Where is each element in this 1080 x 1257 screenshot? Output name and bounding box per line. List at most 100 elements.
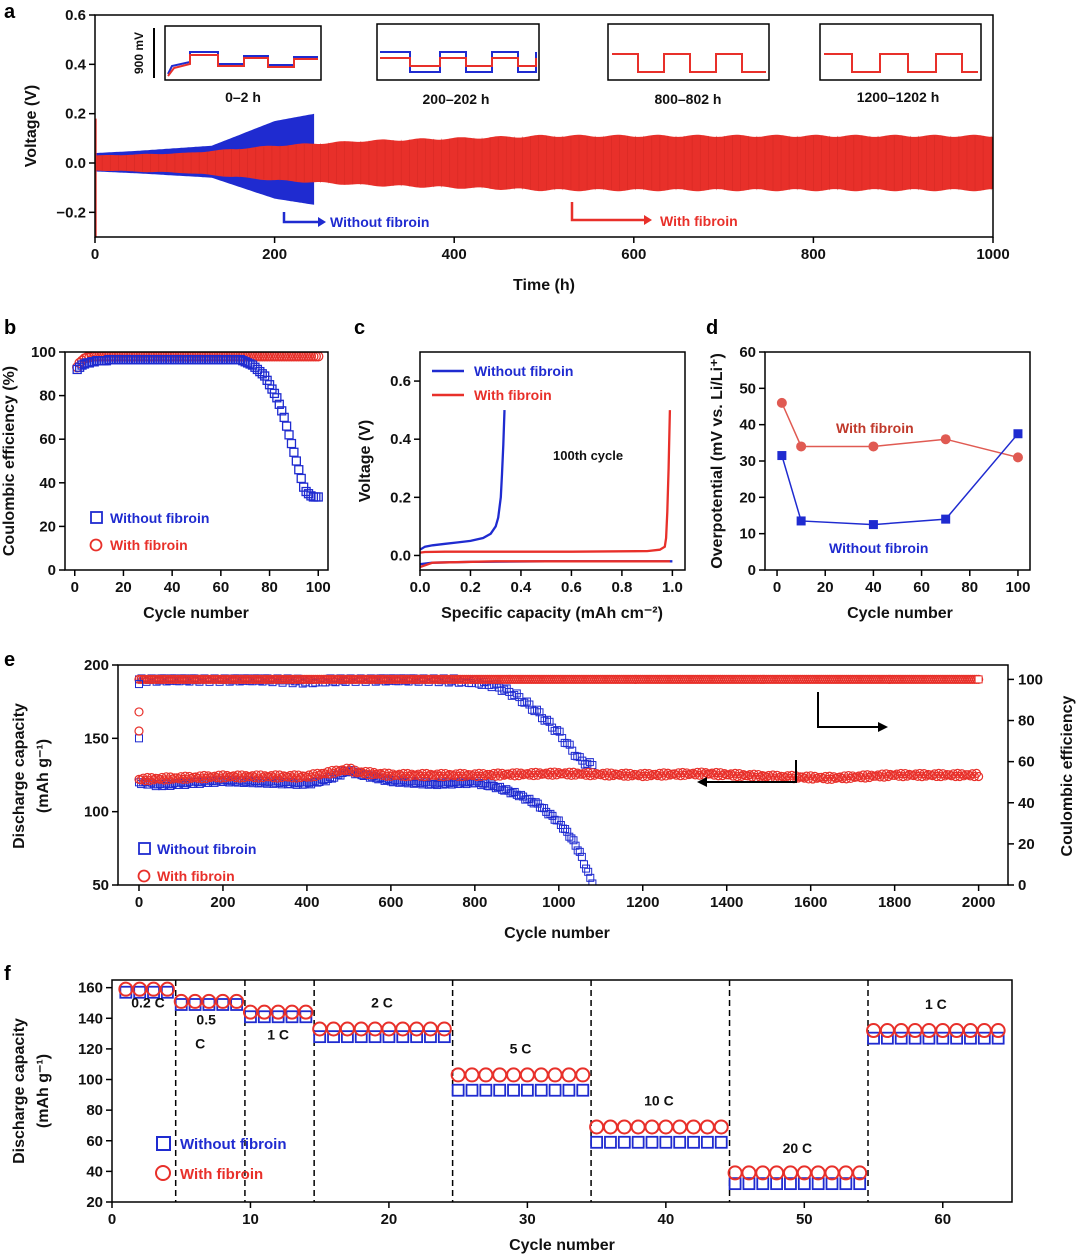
annotation-arrowhead-with	[644, 215, 652, 225]
point-e-cap-with	[241, 770, 251, 781]
point-e-cap-with	[531, 767, 541, 777]
point-e-cap-with	[461, 771, 472, 781]
point-e-cap-with	[661, 771, 671, 781]
panel-c-voltage-capacity: 0.0 0.2 0.4 0.6 0.8 1.0 0.0 0.2 0.4 0.6 Specific …	[357, 351, 686, 622]
legend-b-with-label: With fibroin	[110, 537, 188, 553]
e-ytick-label: 50	[92, 877, 109, 894]
e-y2tick-label: 60	[1018, 754, 1035, 771]
point-e-cap-with	[570, 770, 581, 780]
point-e-cap-with	[203, 771, 213, 781]
e-ytick-label: 200	[84, 657, 109, 674]
a-ytick-label: 0.6	[65, 7, 86, 24]
point-e-cap-without	[491, 784, 500, 793]
panel-d-ylabel: Overpotential (mV vs. Li/Li⁺)	[709, 353, 726, 569]
point-e-cap-without	[401, 778, 410, 787]
panel-e-arrowhead-right	[878, 722, 888, 732]
point-f-without	[811, 1177, 825, 1191]
point-e-cap-with	[350, 765, 360, 775]
point-f-with	[990, 1023, 1006, 1039]
point-f-without	[908, 1031, 922, 1045]
point-f-without	[313, 1030, 327, 1044]
point-f-without	[548, 1083, 562, 1097]
point-f-without	[327, 1030, 340, 1044]
inset-0-2h-with-trace	[167, 54, 318, 77]
point-b-without	[84, 358, 95, 368]
panel-f-ylabel: Discharge capacity	[11, 1018, 28, 1164]
point-f-with	[395, 1021, 411, 1037]
f-ytick-label: 140	[78, 1010, 103, 1027]
point-f-with	[284, 1004, 300, 1020]
point-e-ce-without	[515, 693, 524, 702]
point-e-cap-with	[835, 772, 845, 782]
point-e-cap-without	[573, 846, 582, 855]
point-f-with	[298, 1004, 314, 1020]
point-e-cap-with	[608, 770, 618, 781]
point-e-ce-without	[507, 691, 516, 700]
point-e-cap-with	[146, 773, 157, 783]
d-xtick-label: 0	[773, 579, 781, 596]
point-e-cap-without	[290, 779, 299, 788]
annotation-without-fibroin: Without fibroin	[330, 214, 429, 230]
point-e-cap-without	[309, 777, 318, 786]
point-e-cap-with	[220, 773, 230, 783]
f-ytick-label: 60	[86, 1133, 103, 1150]
c-xtick-label: 0.6	[561, 579, 582, 596]
point-b-without	[289, 447, 299, 457]
point-d-without	[1013, 429, 1023, 439]
point-f-with	[353, 1021, 369, 1037]
point-e-cap-with	[222, 770, 232, 781]
point-e-cap-with	[902, 771, 912, 781]
point-f-with	[450, 1067, 466, 1083]
f-xtick-label: 40	[658, 1211, 675, 1228]
inset-200-202h: 200–202 h	[376, 23, 540, 107]
point-e-cap-with	[701, 767, 711, 778]
panel-f-frame	[111, 979, 1013, 1203]
point-f-without	[922, 1031, 936, 1045]
point-e-cap-with	[163, 775, 173, 785]
c-xtick-label: 0.8	[611, 579, 632, 596]
point-e-cap-without	[571, 841, 580, 850]
point-e-cap-with	[304, 770, 314, 780]
e-y2tick-label: 100	[1018, 671, 1043, 688]
point-f-with	[589, 1119, 605, 1135]
panel-b-xlabel: Cycle number	[143, 605, 249, 622]
point-b-without	[89, 357, 99, 367]
point-f-without	[479, 1083, 493, 1097]
point-d-with	[796, 441, 807, 452]
point-e-cap-without	[510, 787, 519, 796]
point-e-cap-without	[563, 827, 572, 836]
point-e-cap-with	[258, 773, 268, 783]
point-f-with	[339, 1021, 355, 1037]
inset-800-802h-label: 800–802 h	[655, 91, 722, 107]
b-ytick-label: 100	[31, 344, 56, 361]
point-e-cap-with	[883, 771, 893, 782]
point-f-with	[630, 1119, 646, 1135]
point-e-ce-without	[565, 740, 574, 749]
point-e-cap-with	[495, 771, 505, 781]
point-e-cap-without	[305, 779, 314, 788]
f-rate-label: 5 C	[510, 1040, 532, 1056]
point-e-cap-with	[403, 768, 413, 779]
point-e-cap-with	[940, 771, 950, 781]
panel-e-ylabel-unit: (mAh g⁻¹)	[35, 739, 52, 813]
point-e-cap-without	[422, 778, 431, 787]
f-rate-label: 2 C	[371, 995, 393, 1011]
point-e-cap-with	[625, 768, 635, 779]
point-e-ce-without	[510, 691, 519, 700]
point-e-cap-without	[160, 781, 169, 790]
panel-label-c: c	[354, 317, 365, 339]
point-e-cap-without	[271, 779, 280, 788]
point-e-cap-with	[717, 770, 728, 781]
panel-e-frame	[117, 664, 1009, 886]
legend-b-with-marker	[89, 538, 103, 552]
panel-c-cycle-annotation: 100th cycle	[553, 448, 623, 463]
point-f-with	[644, 1119, 660, 1135]
point-e-cap-with	[808, 774, 818, 784]
legend-b-without-label: Without fibroin	[110, 510, 209, 526]
point-e-cap-with	[191, 772, 201, 782]
series-a-with-fibroin	[95, 134, 993, 192]
legend-e-without-marker	[138, 842, 151, 855]
point-e-cap-with	[296, 772, 306, 783]
inset-1200h-with-trace	[824, 53, 978, 73]
